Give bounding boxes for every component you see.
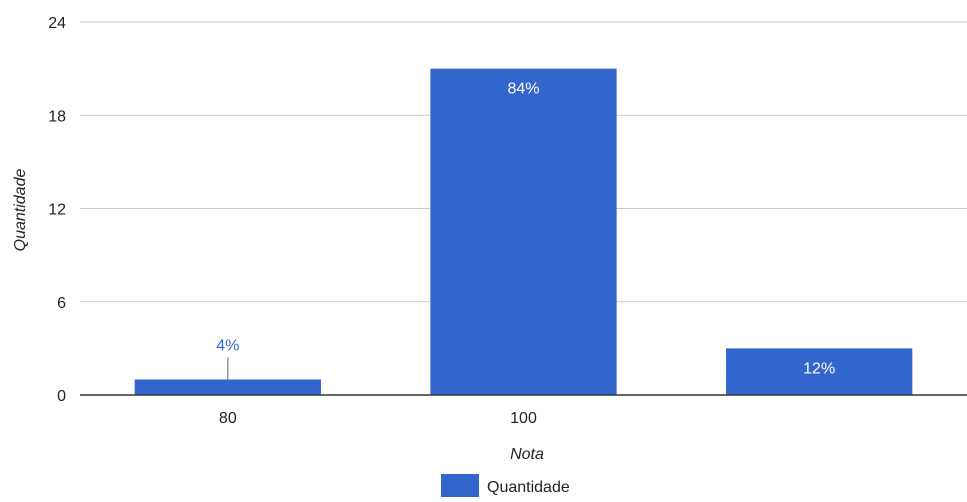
y-axis-ticks: 0 6 12 18 24 xyxy=(48,15,66,405)
x-tick-label: 100 xyxy=(510,410,537,427)
bar xyxy=(726,348,913,395)
data-label: 84% xyxy=(507,81,539,98)
data-labels: 4% 84% 12% xyxy=(216,81,835,380)
x-tick-label: 80 xyxy=(219,410,237,427)
data-label: 12% xyxy=(803,360,835,377)
legend-label: Quantidade xyxy=(487,479,570,496)
legend: Quantidade xyxy=(441,474,570,497)
y-tick-label: 6 xyxy=(57,295,66,312)
bar xyxy=(134,379,321,395)
legend-swatch xyxy=(441,474,479,497)
y-axis-title: Quantidade xyxy=(12,169,29,252)
y-tick-label: 0 xyxy=(57,388,66,405)
y-tick-label: 24 xyxy=(48,15,66,32)
y-tick-label: 12 xyxy=(48,202,66,219)
bar xyxy=(430,68,617,395)
x-axis-title: Nota xyxy=(510,446,544,463)
x-axis-ticks: 80 100 xyxy=(219,410,537,427)
bars xyxy=(134,68,913,395)
data-label: 4% xyxy=(216,337,239,354)
y-tick-label: 18 xyxy=(48,108,66,125)
